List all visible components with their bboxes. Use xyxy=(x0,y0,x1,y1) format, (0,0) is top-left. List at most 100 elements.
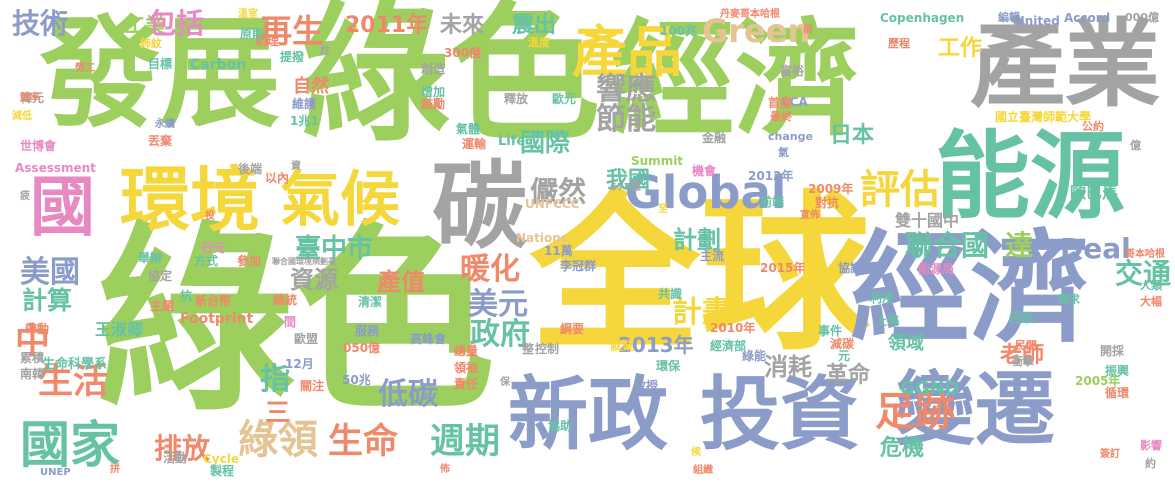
word: 響應 xyxy=(596,72,656,107)
word: 李冠群 xyxy=(560,259,597,273)
word: 民間 xyxy=(1015,339,1037,352)
word: 機會 xyxy=(692,164,717,178)
word: 策率 xyxy=(20,93,40,104)
word: 目標 xyxy=(148,57,173,71)
word: 包括 xyxy=(148,7,205,40)
word: 發展 xyxy=(40,5,280,144)
word: 綠色 xyxy=(95,205,496,438)
word: 舉辦 xyxy=(138,251,163,265)
word: Deal xyxy=(1060,232,1131,265)
word: 前端 xyxy=(760,195,785,209)
word: 約 xyxy=(1145,457,1156,470)
word: 間 xyxy=(284,315,297,329)
word: 保 xyxy=(500,377,510,388)
word: 丟棄 xyxy=(148,134,173,148)
word: 綱要 xyxy=(560,322,585,336)
word: 溫室 xyxy=(238,9,258,20)
word: 至 xyxy=(658,204,668,215)
word: 氣候 xyxy=(280,165,400,235)
word: 抗 xyxy=(180,289,193,303)
word: Footprint xyxy=(180,311,254,327)
word: 碳 xyxy=(432,152,528,262)
word: 累積 xyxy=(20,351,45,365)
word: 清潔 xyxy=(358,295,383,309)
word: 歐巴馬 xyxy=(1070,183,1119,202)
word: 國 xyxy=(30,170,96,245)
word: 2010年 xyxy=(710,321,756,335)
word: 首度 xyxy=(768,96,793,110)
word: 100兆 xyxy=(660,24,698,38)
word: 協定 xyxy=(148,269,173,283)
word: 運輸 xyxy=(462,137,487,151)
word: 回收 xyxy=(1010,311,1035,325)
word: 能源 xyxy=(935,122,1126,232)
word: 方式 xyxy=(194,254,219,268)
word: 國家 xyxy=(20,416,120,474)
word: 000億 xyxy=(1125,11,1159,24)
word: 資源 xyxy=(290,266,338,294)
word: 註 xyxy=(320,46,330,57)
word: 日元 xyxy=(201,241,226,255)
word: 綠色 xyxy=(300,0,601,162)
word: Accord xyxy=(1064,11,1111,25)
word: 領袖 xyxy=(454,361,479,375)
word: 歐元 xyxy=(552,92,577,106)
word: Green xyxy=(702,12,811,50)
word: 開採 xyxy=(1100,344,1125,358)
word: 全球 xyxy=(530,176,871,374)
word: 提撥 xyxy=(280,50,305,64)
word: 影響 xyxy=(1140,439,1162,452)
word: 人類 xyxy=(1140,279,1162,292)
word: 公約 xyxy=(1082,120,1104,133)
word: 雙十國中 xyxy=(895,211,960,230)
word: 協助 xyxy=(548,419,573,433)
word: 工作 xyxy=(938,36,983,61)
word: Global xyxy=(625,166,787,219)
word: 拼 xyxy=(110,464,120,475)
word: 南韓 xyxy=(20,367,45,381)
word: 新台幣 xyxy=(195,294,232,308)
word: 哥本哈根 xyxy=(1125,249,1165,260)
word: 2011年 xyxy=(345,13,429,38)
word: 再生 xyxy=(260,12,325,50)
word: 震出 xyxy=(512,13,557,38)
word: Summit xyxy=(631,154,684,168)
word: 聯合國環境規劃署 xyxy=(272,257,336,266)
word: 足跡 xyxy=(875,389,955,435)
word: 簽訂 xyxy=(1100,449,1120,460)
word: 釋放 xyxy=(504,92,529,106)
word: 永續 xyxy=(155,119,175,130)
word: 危機 xyxy=(880,436,925,461)
word: 利用 xyxy=(870,291,895,305)
word: 歐盟 xyxy=(294,332,319,346)
word: 經濟 xyxy=(610,8,860,153)
word: United xyxy=(1015,14,1060,28)
word: 達 xyxy=(1005,229,1034,262)
word: 節能 xyxy=(596,102,656,137)
word: 勞工 xyxy=(75,63,95,74)
word: 未來 xyxy=(440,13,485,38)
word: 領域 xyxy=(888,333,924,354)
word: 減碳 xyxy=(830,337,855,351)
word: 綠領 xyxy=(238,417,318,463)
word: 主題 xyxy=(150,299,175,313)
word: 能源局 xyxy=(918,262,955,276)
word: 產品 xyxy=(572,20,683,84)
word: 事件 xyxy=(818,324,843,338)
word: 高峰會 xyxy=(410,332,447,346)
word: 技術 xyxy=(12,7,69,40)
word: 佈 xyxy=(440,464,450,475)
word: LCA xyxy=(782,95,808,109)
word: 臺中市 xyxy=(295,234,374,264)
word: 前 xyxy=(803,25,813,36)
word: 變遷 xyxy=(895,363,1055,456)
word: 衝擊 xyxy=(1012,355,1034,368)
word: 元 xyxy=(838,349,851,363)
word: 丹麥哥本哈根 xyxy=(720,9,780,20)
word: 經濟 xyxy=(850,220,1090,359)
word: 國立臺灣師範大學 xyxy=(995,110,1092,124)
word: 鼓勵 xyxy=(421,97,446,111)
word: 050億 xyxy=(343,341,381,355)
word: 新政 xyxy=(508,368,668,461)
